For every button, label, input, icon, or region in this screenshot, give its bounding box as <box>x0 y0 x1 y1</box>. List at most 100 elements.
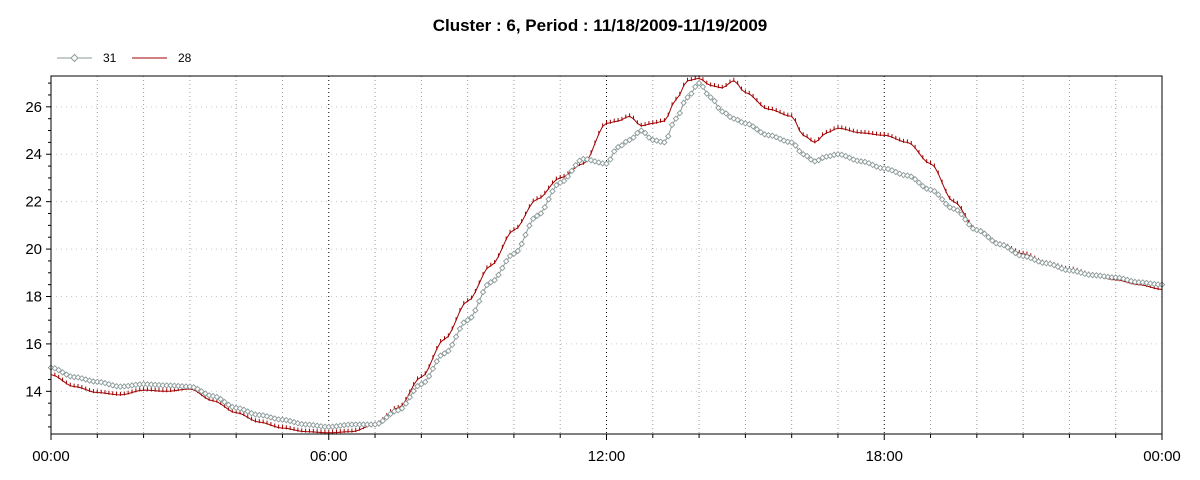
data-point-31 <box>695 79 703 87</box>
data-point-31 <box>688 90 695 97</box>
plot-frame <box>50 75 1163 435</box>
data-point-31 <box>676 109 684 117</box>
data-point-31 <box>502 257 510 265</box>
data-point-31 <box>564 173 572 180</box>
data-point-31 <box>707 94 714 101</box>
data-point-31 <box>765 132 772 139</box>
y-tick-label: 16 <box>25 336 42 353</box>
data-point-31 <box>217 395 224 403</box>
data-point-31 <box>664 133 672 140</box>
data-point-31 <box>479 288 487 296</box>
data-point-31 <box>919 182 927 190</box>
data-point-31 <box>464 316 471 324</box>
data-point-31 <box>1046 260 1054 268</box>
data-point-31 <box>198 388 205 395</box>
data-point-31 <box>194 385 201 393</box>
data-point-31 <box>680 99 687 107</box>
grid <box>51 76 1162 434</box>
series-line-31 <box>50 82 1163 428</box>
data-point-31 <box>202 390 209 397</box>
data-point-31 <box>90 378 97 385</box>
data-point-31 <box>387 410 394 418</box>
data-point-31 <box>1100 273 1108 280</box>
x-tick-label: 18:00 <box>865 448 903 465</box>
data-point-31 <box>421 378 429 386</box>
data-point-31 <box>499 264 506 272</box>
data-point-31 <box>1043 260 1050 267</box>
data-point-31 <box>1151 280 1158 288</box>
data-point-31 <box>1097 272 1104 280</box>
data-point-31 <box>881 165 888 172</box>
data-point-31 <box>1143 279 1150 287</box>
data-point-31 <box>105 380 113 388</box>
data-point-31 <box>784 138 792 146</box>
data-point-31 <box>610 148 618 155</box>
data-point-31 <box>888 167 896 174</box>
data-point-31 <box>931 187 938 195</box>
data-point-31 <box>649 136 657 144</box>
legend-label-series-28: 28 <box>178 51 192 65</box>
data-point-31 <box>703 90 711 97</box>
data-point-31 <box>533 212 541 220</box>
data-point-31 <box>445 347 452 355</box>
data-point-31 <box>70 373 78 381</box>
data-point-31 <box>425 372 433 380</box>
data-point-31 <box>113 382 120 390</box>
data-point-31 <box>553 181 560 189</box>
data-point-31 <box>954 207 961 214</box>
data-point-31 <box>1104 273 1112 281</box>
data-point-31 <box>441 350 448 357</box>
x-tick-label: 00:00 <box>1143 448 1181 465</box>
data-point-31 <box>938 196 946 203</box>
y-tick-label: 18 <box>25 288 42 305</box>
data-point-31 <box>691 83 699 91</box>
data-point-31 <box>460 319 468 326</box>
data-point-31 <box>661 139 668 146</box>
data-point-31 <box>745 121 753 128</box>
y-tick-label: 22 <box>25 194 42 211</box>
data-point-31 <box>94 378 101 386</box>
data-point-31 <box>626 136 633 144</box>
data-point-31 <box>772 133 780 141</box>
data-point-31 <box>225 401 232 409</box>
plot-series <box>47 75 1166 434</box>
data-point-31 <box>634 129 641 137</box>
data-point-31 <box>545 196 552 203</box>
data-point-31 <box>788 139 795 146</box>
data-point-31 <box>753 126 761 133</box>
data-point-31 <box>599 160 606 167</box>
y-tick-label: 20 <box>25 241 42 258</box>
y-axis: 14 16 18 20 22 24 26 <box>25 82 51 428</box>
data-point-31 <box>834 151 842 158</box>
data-point-31 <box>776 135 784 143</box>
data-point-31 <box>684 94 691 101</box>
data-point-31 <box>1127 277 1135 285</box>
data-point-31 <box>171 382 178 389</box>
data-point-31 <box>221 398 228 406</box>
data-point-31 <box>313 422 321 429</box>
y-tick-label: 14 <box>25 383 42 400</box>
data-point-31 <box>958 211 965 218</box>
data-point-31 <box>915 179 923 186</box>
data-point-31 <box>86 377 93 384</box>
data-point-31 <box>244 408 251 415</box>
data-point-31 <box>1112 274 1119 281</box>
data-point-31 <box>668 121 676 129</box>
data-point-31 <box>803 152 811 160</box>
data-point-31 <box>641 129 649 137</box>
data-point-31 <box>433 358 441 365</box>
data-point-31 <box>186 383 194 390</box>
data-point-31 <box>151 381 159 389</box>
data-point-31 <box>896 170 903 177</box>
data-point-31 <box>67 373 74 380</box>
data-point-31 <box>981 230 988 238</box>
data-point-31 <box>1085 271 1092 279</box>
data-point-31 <box>541 204 549 211</box>
data-point-31 <box>306 421 313 428</box>
data-point-31 <box>923 185 930 192</box>
data-point-31 <box>437 352 444 359</box>
data-point-31 <box>877 164 884 172</box>
data-point-31 <box>1039 259 1046 267</box>
data-point-31 <box>792 142 799 149</box>
data-point-31 <box>549 188 556 195</box>
